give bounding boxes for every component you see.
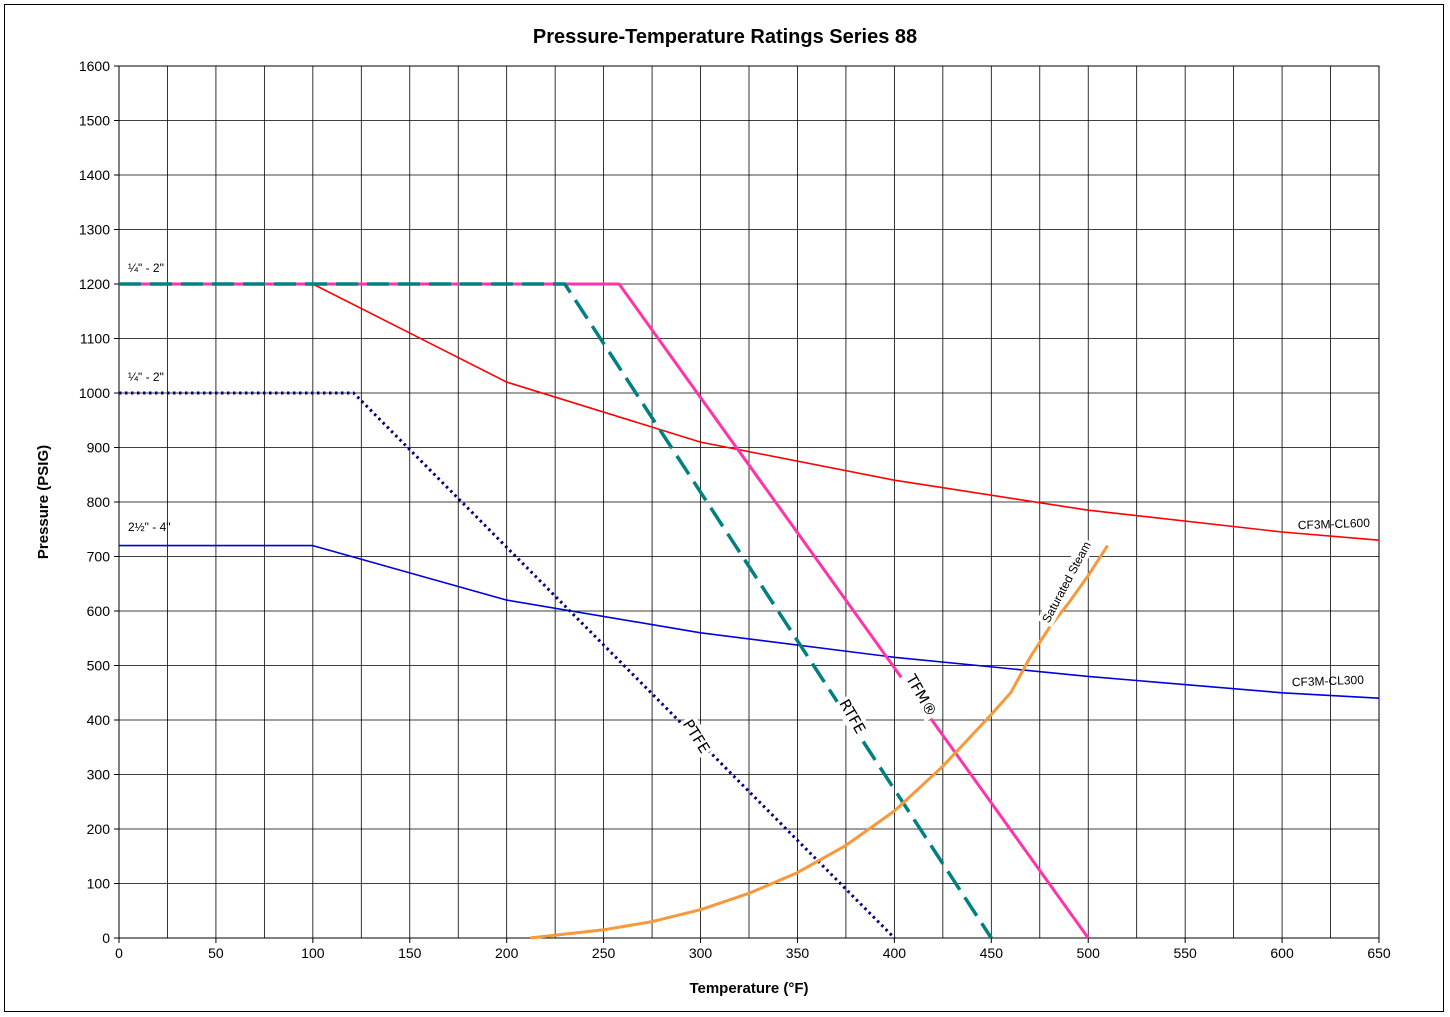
svg-text:CF3M-CL600: CF3M-CL600 bbox=[1298, 516, 1371, 533]
y-tick-label: 200 bbox=[87, 821, 111, 837]
chart-frame bbox=[4, 4, 1444, 1012]
x-tick-label: 550 bbox=[1173, 945, 1197, 961]
chart-title: Pressure-Temperature Ratings Series 88 bbox=[532, 26, 918, 48]
y-tick-label: 1200 bbox=[79, 276, 110, 292]
x-tick-label: 200 bbox=[495, 945, 519, 961]
x-tick-label: 0 bbox=[115, 945, 123, 961]
series-line-saturated-steam bbox=[529, 544, 1109, 940]
y-tick-label: 1300 bbox=[79, 222, 110, 238]
y-tick-label: 300 bbox=[87, 767, 111, 783]
y-tick-label: 0 bbox=[102, 930, 110, 946]
x-axis-title: Temperature (°F) bbox=[689, 980, 808, 997]
svg-text:Saturated Steam: Saturated Steam bbox=[1039, 539, 1094, 625]
x-tick-label: 500 bbox=[1077, 945, 1101, 961]
series-label-tfm: TFM® bbox=[899, 668, 943, 723]
svg-text:TFM®: TFM® bbox=[902, 670, 941, 719]
y-tick-label: 1400 bbox=[79, 167, 110, 183]
axis-layer: 0 50 100 150 200 250 300 350 400 450 500 550 600 650 0… bbox=[35, 58, 1391, 997]
x-tick-label: 300 bbox=[689, 945, 713, 961]
series-line-cf3m-cl600 bbox=[119, 283, 1380, 541]
series-line-cf3m-cl300 bbox=[119, 544, 1380, 699]
y-tick-label: 100 bbox=[87, 876, 111, 892]
y-tick-label: 1500 bbox=[79, 113, 110, 129]
series-label-saturated-steam: Saturated Steam bbox=[1037, 536, 1096, 628]
svg-text:¼" - 2": ¼" - 2" bbox=[128, 370, 164, 384]
svg-text:CF3M-CL300: CF3M-CL300 bbox=[1292, 673, 1365, 690]
y-tick-label: 400 bbox=[87, 712, 111, 728]
y-tick-label: 1600 bbox=[79, 58, 110, 74]
y-tick-label: 1100 bbox=[80, 331, 110, 347]
y-tick-label: 800 bbox=[87, 494, 111, 510]
svg-text:RTFE: RTFE bbox=[835, 696, 869, 737]
y-tick-label: 1000 bbox=[79, 385, 110, 401]
svg-text:¼" - 2": ¼" - 2" bbox=[128, 261, 164, 275]
annotation-size-range-middle: ¼" - 2" bbox=[128, 370, 164, 384]
annotation-size-range-upper: ¼" - 2" bbox=[128, 261, 164, 275]
grid-layer bbox=[118, 65, 1380, 939]
x-tick-label: 650 bbox=[1367, 945, 1391, 961]
series-label-rtfe: RTFE bbox=[833, 693, 872, 740]
x-tick-label: 50 bbox=[208, 945, 224, 961]
y-axis-title: Pressure (PSIG) bbox=[35, 445, 52, 559]
x-tick-label: 150 bbox=[398, 945, 422, 961]
series-label-cf3m-cl300: CF3M-CL300 bbox=[1292, 673, 1365, 690]
y-tick-label: 500 bbox=[87, 658, 111, 674]
x-tick-label: 450 bbox=[980, 945, 1004, 961]
x-tick-label: 100 bbox=[301, 945, 325, 961]
y-tick-label: 900 bbox=[87, 440, 111, 456]
y-tick-label: 600 bbox=[87, 603, 111, 619]
annotation-size-range-lower: 2½" - 4" bbox=[128, 520, 171, 534]
series-line-ptfe bbox=[119, 391, 896, 940]
x-tick-label: 350 bbox=[786, 945, 810, 961]
x-tick-label: 250 bbox=[592, 945, 616, 961]
series-label-cf3m-cl600: CF3M-CL600 bbox=[1298, 516, 1371, 533]
y-tick-label: 700 bbox=[87, 549, 111, 565]
svg-text:2½" - 4": 2½" - 4" bbox=[128, 520, 171, 534]
x-tick-label: 400 bbox=[883, 945, 907, 961]
x-tick-label: 600 bbox=[1270, 945, 1294, 961]
